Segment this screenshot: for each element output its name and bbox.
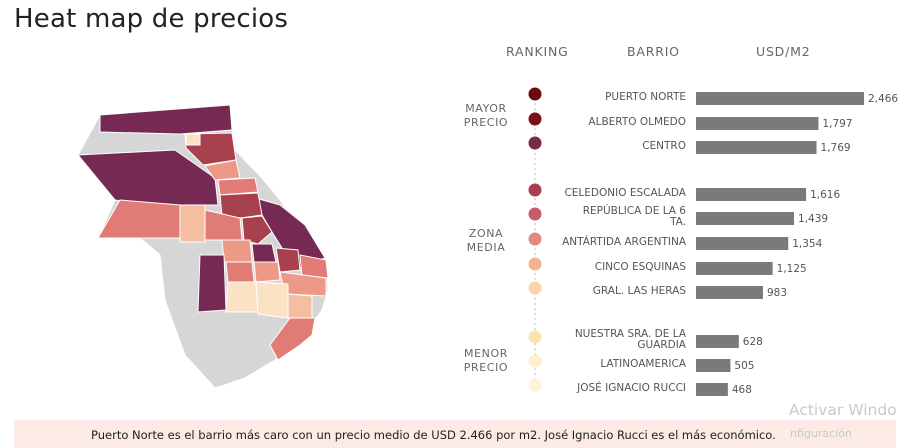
bar <box>696 141 817 154</box>
map-region-north <box>99 104 233 135</box>
watermark-line1: Activar Windo <box>789 401 897 419</box>
bar <box>696 188 807 201</box>
watermark-line2: nfiguración <box>790 427 852 440</box>
category-label: GUARDIA <box>637 339 686 351</box>
bar <box>696 262 773 275</box>
bar <box>696 237 789 250</box>
value-label: 983 <box>767 287 787 299</box>
rank-dot <box>528 232 542 246</box>
category-label: NUESTRA SRA. DE LA <box>575 328 687 340</box>
category-label: JOSÉ IGNACIO RUCCI <box>576 381 686 394</box>
footer-banner: Puerto Norte es el barrio más caro con u… <box>14 420 896 448</box>
group-label-media: ZONA MEDIA <box>466 227 506 254</box>
category-label: REPÚBLICA DE LA 6 <box>583 204 687 217</box>
value-label: 468 <box>732 384 752 396</box>
map-region-north3 <box>204 159 241 181</box>
header-usd: USD/M2 <box>756 44 811 59</box>
map-region-centro2 <box>219 192 263 219</box>
value-label: 505 <box>734 360 754 372</box>
group-label-mayor: MAYOR PRECIO <box>463 102 509 129</box>
value-label: 1,439 <box>798 213 828 225</box>
category-label: PUERTO NORTE <box>605 91 686 103</box>
map-region-c4 <box>241 215 273 245</box>
map-region-west2 <box>179 204 206 243</box>
category-label: CENTRO <box>642 140 686 152</box>
bar <box>696 383 728 396</box>
category-label: TA. <box>669 216 686 228</box>
category-label: CINCO ESQUINAS <box>595 261 687 273</box>
rank-dot <box>528 207 542 221</box>
category-label: LATINOAMERICA <box>600 358 687 370</box>
bar <box>696 92 864 105</box>
map-region-south-c2 <box>253 261 281 283</box>
category-label: ALBERTO OLMEDO <box>588 116 686 128</box>
footer-text: Puerto Norte es el barrio más caro con u… <box>91 428 776 442</box>
rank-dot <box>528 257 542 271</box>
value-label: 1,354 <box>792 238 822 250</box>
bar <box>696 286 763 299</box>
bar <box>696 359 731 372</box>
value-label: 2,466 <box>868 93 898 105</box>
map-region-southeast <box>269 317 316 361</box>
group-label-menor: MENOR PRECIO <box>463 347 509 374</box>
map-region-tiny <box>185 133 201 146</box>
page-title: Heat map de precios <box>14 4 289 34</box>
value-label: 1,125 <box>777 263 807 275</box>
rank-dot <box>528 281 542 295</box>
rank-dot <box>528 112 542 126</box>
category-label: ANTÁRTIDA ARGENTINA <box>562 235 687 248</box>
category-label: GRAL. LAS HERAS <box>593 285 687 297</box>
value-label: 1,797 <box>822 118 852 130</box>
map-region-north4 <box>217 177 259 196</box>
bar <box>696 212 795 225</box>
value-label: 1,769 <box>821 142 851 154</box>
heat-map <box>76 104 329 389</box>
rank-dot <box>528 136 542 150</box>
rank-dot <box>528 378 542 392</box>
value-label: 1,616 <box>810 189 840 201</box>
rank-dot <box>528 354 542 368</box>
category-label: CELEDONIO ESCALADA <box>564 187 686 199</box>
header-barrio: BARRIO <box>627 44 680 59</box>
rank-dot <box>528 330 542 344</box>
rank-dot <box>528 183 542 197</box>
map-region-c8 <box>299 254 329 279</box>
header-ranking: RANKING <box>506 44 569 59</box>
rank-dot <box>528 87 542 101</box>
value-label: 628 <box>743 336 763 348</box>
bar <box>696 335 739 348</box>
bar <box>696 117 819 130</box>
